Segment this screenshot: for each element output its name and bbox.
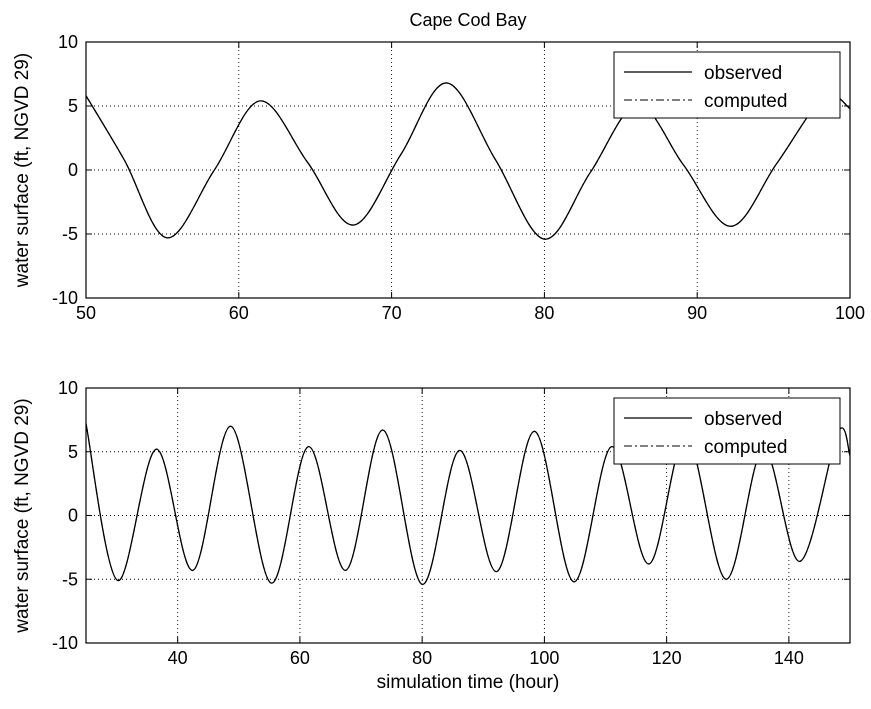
x-tick-label: 50	[76, 303, 96, 323]
x-tick-label: 70	[382, 303, 402, 323]
legend-label-computed: computed	[704, 91, 787, 112]
y-tick-label: -5	[62, 224, 78, 244]
x-axis-label: simulation time (hour)	[377, 672, 560, 693]
y-tick-label: 5	[68, 442, 78, 462]
legend-label-computed: computed	[704, 437, 787, 458]
x-tick-label: 100	[835, 303, 865, 323]
legend-box	[613, 397, 841, 465]
x-tick-label: 80	[534, 303, 554, 323]
x-tick-label: 60	[229, 303, 249, 323]
y-tick-label: 10	[58, 32, 78, 52]
x-tick-label: 140	[774, 648, 804, 668]
y-tick-label: 0	[68, 160, 78, 180]
top-plot: 50 60 70 80 90 100 -10 -5 0 5 10 Cape Cod Bay water …	[12, 10, 865, 323]
y-tick-label: -10	[52, 288, 78, 308]
x-tick-label: 80	[412, 648, 432, 668]
legend: observed computed	[613, 51, 841, 119]
legend-label-observed: observed	[704, 409, 782, 430]
y-axis-label: water surface (ft, NGVD 29)	[12, 398, 33, 633]
series-line-computed	[86, 423, 850, 585]
y-tick-label: -5	[62, 569, 78, 589]
bottom-plot: 40 60 80 100 120 140 -10 -5 0 5 10 simulation time …	[12, 378, 851, 693]
x-tick-label: 90	[687, 303, 707, 323]
x-tick-label: 120	[652, 648, 682, 668]
x-tick-label: 40	[168, 648, 188, 668]
x-tick-label: 100	[529, 648, 559, 668]
series-line-computed	[86, 82, 850, 240]
y-tick-label: 0	[68, 506, 78, 526]
legend-label-observed: observed	[704, 63, 782, 84]
x-tick-label: 60	[290, 648, 310, 668]
legend: observed computed	[613, 397, 841, 465]
y-tick-label: -10	[52, 633, 78, 653]
y-tick-label: 10	[58, 378, 78, 398]
legend-box	[613, 51, 841, 119]
chart-title: Cape Cod Bay	[409, 10, 526, 30]
y-axis-label: water surface (ft, NGVD 29)	[12, 53, 33, 288]
y-tick-label: 5	[68, 96, 78, 116]
